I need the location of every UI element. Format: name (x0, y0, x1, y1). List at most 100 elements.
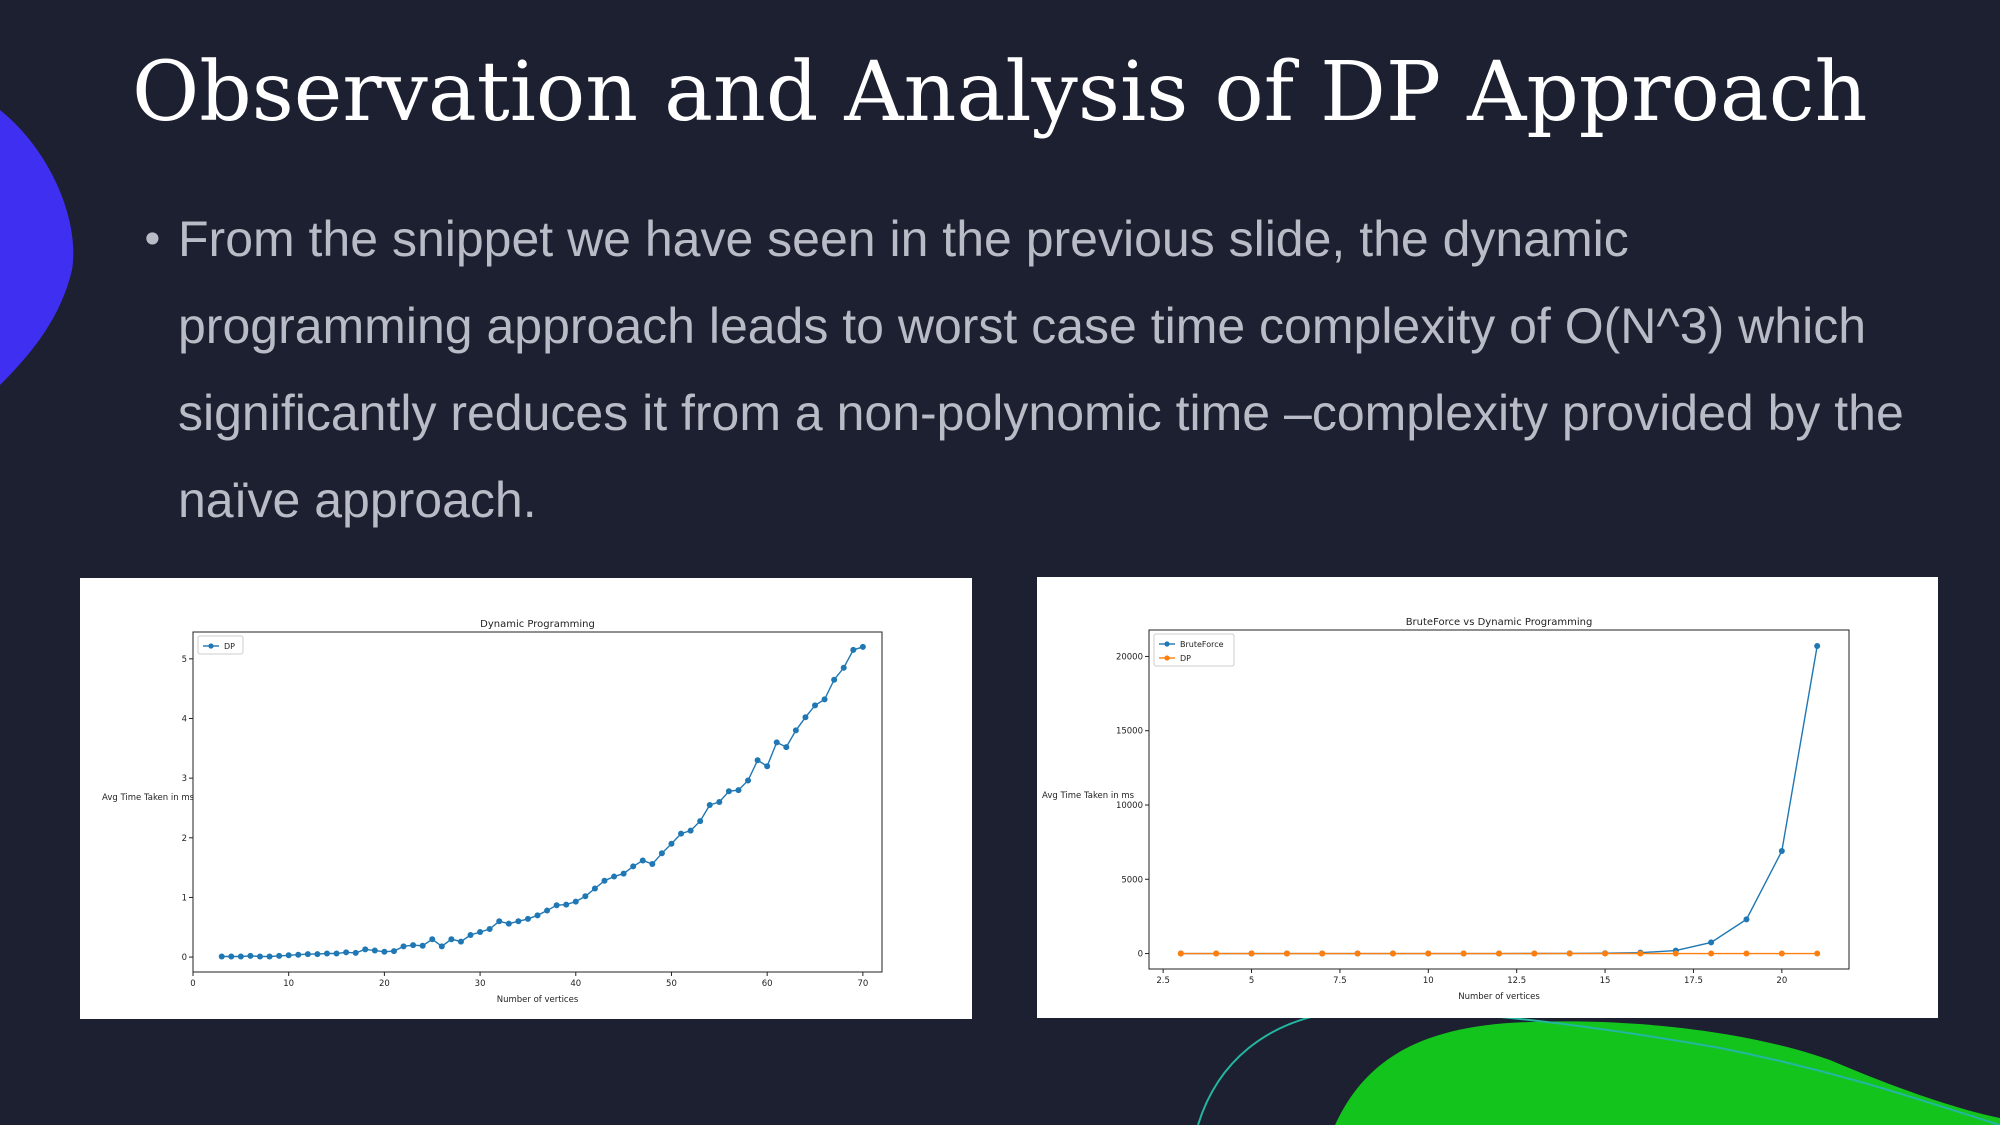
data-point-dp (716, 799, 723, 805)
data-point-bruteforce (1778, 848, 1785, 855)
legend-swatch-marker (208, 643, 214, 649)
y-tick-label: 0 (1138, 950, 1143, 960)
legend-box (197, 635, 244, 655)
data-point-dp (802, 714, 809, 721)
data-point-dp (352, 949, 359, 956)
legend-swatch-marker (1164, 641, 1170, 647)
y-tick-label: 1 (182, 893, 187, 903)
x-tick-label: 50 (666, 979, 677, 989)
legend-label: DP (224, 642, 235, 651)
y-tick-label: 5000 (1121, 875, 1143, 885)
data-point-dp (314, 951, 321, 958)
data-point-dp (639, 857, 646, 864)
x-tick-label: 5 (1249, 976, 1254, 986)
data-point-dp (1460, 950, 1467, 957)
data-point-dp (247, 952, 254, 959)
y-tick-label: 0 (182, 953, 187, 963)
data-point-bruteforce (1743, 916, 1750, 923)
data-point-dp (237, 953, 244, 960)
data-point-dp (304, 951, 311, 958)
x-tick-label: 20 (379, 979, 390, 989)
data-point-dp (687, 827, 694, 834)
series-line-dp (221, 646, 864, 958)
data-point-dp (467, 932, 474, 939)
x-tick-label: 40 (570, 979, 581, 989)
data-point-dp (276, 952, 283, 959)
data-point-dp (1637, 950, 1644, 957)
data-point-dp (725, 788, 732, 795)
legend-swatch-marker (1164, 655, 1170, 661)
legend-box (1153, 633, 1235, 667)
data-point-dp (1743, 950, 1750, 957)
bullet-marker: • (140, 215, 165, 264)
data-point-dp (764, 763, 771, 770)
data-point-dp (266, 953, 273, 960)
data-point-dp (792, 727, 799, 734)
y-tick-label: 5 (182, 655, 187, 665)
data-point-dp (429, 936, 436, 943)
data-point-dp (323, 950, 330, 957)
data-point-dp (438, 943, 445, 950)
data-point-dp (1672, 950, 1679, 957)
data-point-dp (1708, 950, 1715, 957)
data-point-dp (572, 898, 579, 905)
x-axis-label: Number of vertices (497, 995, 579, 1005)
plot-frame (192, 631, 883, 973)
data-point-dp (295, 951, 302, 958)
data-point-dp (390, 948, 397, 955)
data-point-dp (859, 643, 866, 650)
data-point-dp (1778, 950, 1785, 957)
chart-title: Dynamic Programming (480, 619, 595, 630)
data-point-dp (630, 863, 637, 870)
data-point-dp (381, 948, 388, 955)
x-tick-label: 70 (857, 979, 868, 989)
data-point-dp (362, 946, 369, 953)
x-tick-label: 10 (1423, 976, 1434, 986)
data-point-dp (1389, 950, 1396, 957)
x-tick-label: 12.5 (1507, 976, 1526, 986)
x-tick-label: 0 (190, 979, 195, 989)
data-point-dp (1814, 950, 1821, 957)
dp-line-chart: Dynamic Programming Number of vertices Avg… (102, 619, 883, 1005)
green-blob-shape (1335, 1021, 2000, 1125)
data-point-dp (448, 936, 455, 943)
x-tick-label: 17.5 (1684, 976, 1703, 986)
data-point-dp (1177, 950, 1184, 957)
data-point-dp (553, 902, 560, 909)
data-point-dp (611, 873, 618, 880)
y-axis-label: Avg Time Taken in ms (102, 793, 195, 803)
data-point-dp (524, 915, 531, 922)
data-point-dp (1319, 950, 1326, 957)
data-point-dp (1566, 950, 1573, 957)
data-point-dp (410, 942, 417, 949)
x-tick-label: 10 (283, 979, 294, 989)
x-tick-label: 60 (762, 979, 773, 989)
data-point-dp (658, 850, 665, 857)
data-point-dp (285, 952, 292, 959)
y-axis-label: Avg Time Taken in ms (1042, 791, 1135, 801)
data-point-dp (218, 953, 225, 960)
data-point-dp (1602, 950, 1609, 957)
y-tick-label: 3 (182, 774, 187, 784)
x-tick-label: 2.5 (1156, 976, 1170, 986)
data-point-dp (735, 787, 742, 794)
data-point-dp (773, 739, 780, 746)
data-point-dp (400, 943, 407, 950)
data-point-dp (333, 950, 340, 957)
data-point-dp (343, 949, 350, 956)
blue-blob-shape (0, 110, 74, 385)
data-point-dp (486, 926, 493, 933)
x-axis-label: Number of vertices (1458, 992, 1540, 1002)
data-point-dp (601, 877, 608, 884)
bullet-text: From the snippet we have seen in the pre… (178, 211, 1904, 528)
x-tick-label: 7.5 (1333, 976, 1347, 986)
chart-title: BruteForce vs Dynamic Programming (1406, 617, 1593, 628)
data-point-bruteforce (1708, 939, 1715, 946)
data-point-dp (1496, 950, 1502, 957)
plot-frame (1148, 629, 1850, 970)
data-point-dp (1213, 950, 1220, 957)
data-point-dp (534, 912, 541, 919)
bruteforce-vs-dp-line-chart: BruteForce vs Dynamic Programming Number … (1042, 617, 1850, 1002)
data-point-dp (544, 907, 551, 914)
